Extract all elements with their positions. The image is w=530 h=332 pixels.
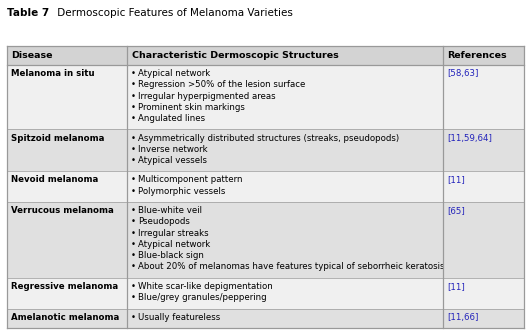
Bar <box>7 308 524 328</box>
Text: •: • <box>130 240 136 249</box>
Text: •: • <box>130 103 136 112</box>
Text: •: • <box>130 176 136 185</box>
Bar <box>7 46 524 65</box>
Text: Angulated lines: Angulated lines <box>138 114 205 123</box>
Text: Irregular hyperpigmented areas: Irregular hyperpigmented areas <box>138 92 276 101</box>
Text: [11]: [11] <box>447 176 464 185</box>
Text: [11]: [11] <box>447 282 464 291</box>
Bar <box>7 202 524 278</box>
Text: •: • <box>130 206 136 215</box>
Text: [11,59,64]: [11,59,64] <box>447 133 492 142</box>
Text: Atypical network: Atypical network <box>138 240 210 249</box>
Text: Blue-black sign: Blue-black sign <box>138 251 204 260</box>
Text: Usually featureless: Usually featureless <box>138 313 220 322</box>
Text: •: • <box>130 133 136 142</box>
Text: •: • <box>130 69 136 78</box>
Text: •: • <box>130 145 136 154</box>
Text: White scar-like depigmentation: White scar-like depigmentation <box>138 282 272 291</box>
Text: Prominent skin markings: Prominent skin markings <box>138 103 245 112</box>
Bar <box>7 171 524 202</box>
Text: Regressive melanoma: Regressive melanoma <box>11 282 118 291</box>
Text: •: • <box>130 92 136 101</box>
Text: •: • <box>130 229 136 238</box>
Text: •: • <box>130 251 136 260</box>
Text: Inverse network: Inverse network <box>138 145 208 154</box>
Text: [65]: [65] <box>447 206 464 215</box>
Text: Spitzoid melanoma: Spitzoid melanoma <box>11 133 104 142</box>
Text: Disease: Disease <box>11 51 52 60</box>
Text: Regression >50% of the lesion surface: Regression >50% of the lesion surface <box>138 80 305 89</box>
Text: [58,63]: [58,63] <box>447 69 478 78</box>
Text: Asymmetrically distributed structures (streaks, pseudopods): Asymmetrically distributed structures (s… <box>138 133 399 142</box>
Text: •: • <box>130 282 136 291</box>
Text: Irregular streaks: Irregular streaks <box>138 229 208 238</box>
Text: Dermoscopic Features of Melanoma Varieties: Dermoscopic Features of Melanoma Varieti… <box>54 8 293 18</box>
Bar <box>7 65 524 129</box>
Bar <box>7 129 524 171</box>
Text: About 20% of melanomas have features typical of seborrheic keratosis: About 20% of melanomas have features typ… <box>138 263 444 272</box>
Text: •: • <box>130 80 136 89</box>
Text: •: • <box>130 187 136 196</box>
Text: [11,66]: [11,66] <box>447 313 478 322</box>
Text: Melanoma in situ: Melanoma in situ <box>11 69 95 78</box>
Text: •: • <box>130 263 136 272</box>
Text: •: • <box>130 313 136 322</box>
Text: Nevoid melanoma: Nevoid melanoma <box>11 176 99 185</box>
Bar <box>7 278 524 308</box>
Text: References: References <box>447 51 506 60</box>
Text: •: • <box>130 293 136 302</box>
Text: Atypical vessels: Atypical vessels <box>138 156 207 165</box>
Text: Pseudopods: Pseudopods <box>138 217 190 226</box>
Text: •: • <box>130 217 136 226</box>
Text: •: • <box>130 114 136 123</box>
Text: Verrucous melanoma: Verrucous melanoma <box>11 206 114 215</box>
Text: Amelanotic melanoma: Amelanotic melanoma <box>11 313 119 322</box>
Text: Table 7: Table 7 <box>7 8 49 18</box>
Text: Blue/grey granules/peppering: Blue/grey granules/peppering <box>138 293 267 302</box>
Text: •: • <box>130 156 136 165</box>
Text: Polymorphic vessels: Polymorphic vessels <box>138 187 225 196</box>
Text: Characteristic Dermoscopic Structures: Characteristic Dermoscopic Structures <box>131 51 338 60</box>
Text: Blue-white veil: Blue-white veil <box>138 206 202 215</box>
Text: Atypical network: Atypical network <box>138 69 210 78</box>
Text: Multicomponent pattern: Multicomponent pattern <box>138 176 242 185</box>
